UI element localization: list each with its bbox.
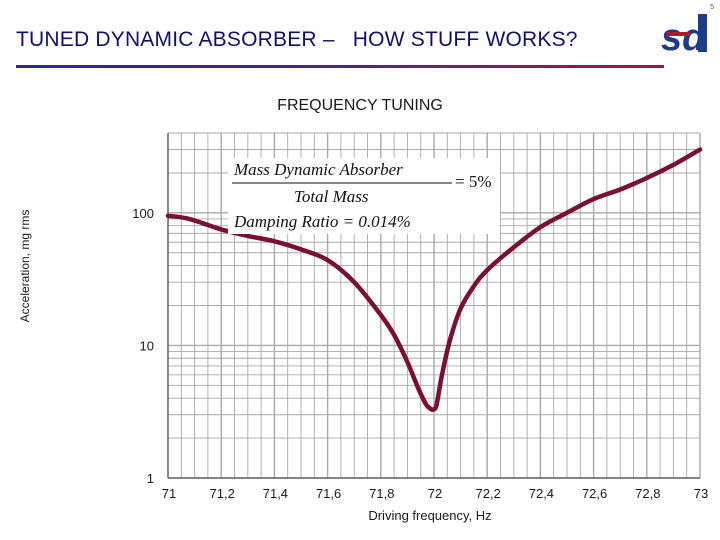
annotation-denominator: Total Mass: [294, 187, 369, 206]
x-axis-label: Driving frequency, Hz: [368, 508, 492, 523]
x-tick-label: 72,4: [529, 486, 554, 501]
logo-accent: [666, 32, 690, 36]
title-divider: [16, 65, 664, 68]
chart-axes: [167, 133, 700, 479]
page-number: 5: [710, 4, 714, 11]
x-tick-label: 72,8: [635, 486, 660, 501]
annotation-damping: Damping Ratio = 0.014%: [233, 212, 411, 231]
x-tick-label: 71,6: [316, 486, 341, 501]
chart-series: [165, 147, 703, 413]
x-tick-label: 72,6: [582, 486, 607, 501]
parameter-annotation: Mass Dynamic Absorber Total Mass = 5% Da…: [228, 158, 500, 234]
y-tick-label: 1: [147, 471, 154, 486]
x-tick-label: 71,2: [210, 486, 235, 501]
y-tick-label: 100: [132, 206, 154, 221]
x-tick-label: 73: [694, 486, 708, 501]
company-logo: sd: [661, 14, 707, 59]
chart-ticks: 71 71,2 71,4 71,6 71,8 72 72,2 72,4 72,6 72,8 73 1 1…: [132, 206, 708, 501]
response-curve: [165, 147, 703, 413]
logo-bar: [698, 14, 707, 52]
chart-title: FREQUENCY TUNING: [277, 97, 443, 114]
x-tick-label: 72,2: [476, 486, 501, 501]
slide-title: TUNED DYNAMIC ABSORBER – HOW STUFF WORKS…: [16, 28, 578, 51]
annotation-ratio-value: = 5%: [455, 172, 492, 191]
x-tick-label: 71,4: [263, 486, 288, 501]
x-tick-label: 71,8: [369, 486, 394, 501]
x-tick-label: 72: [428, 486, 442, 501]
annotation-numerator: Mass Dynamic Absorber: [233, 160, 403, 179]
annotation-background: [228, 158, 500, 234]
x-tick-label: 71: [162, 486, 176, 501]
y-tick-label: 10: [140, 338, 154, 353]
